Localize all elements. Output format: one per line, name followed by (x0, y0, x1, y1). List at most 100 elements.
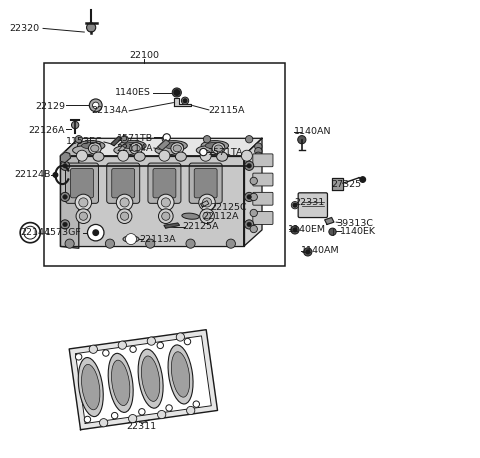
Text: 22114A: 22114A (117, 144, 153, 153)
Text: 22144: 22144 (20, 228, 50, 237)
Circle shape (157, 194, 174, 211)
Circle shape (247, 164, 252, 168)
Circle shape (87, 224, 104, 241)
Circle shape (118, 150, 129, 161)
Ellipse shape (111, 360, 130, 406)
FancyBboxPatch shape (112, 169, 135, 198)
Ellipse shape (182, 213, 199, 219)
Ellipse shape (155, 146, 180, 155)
FancyBboxPatch shape (153, 169, 176, 198)
Circle shape (76, 209, 91, 224)
Polygon shape (69, 330, 217, 430)
Circle shape (129, 414, 137, 423)
Circle shape (125, 234, 136, 245)
Circle shape (199, 194, 215, 211)
Text: 22125A: 22125A (183, 222, 219, 231)
Circle shape (293, 228, 297, 232)
Circle shape (250, 225, 257, 233)
Circle shape (174, 90, 180, 95)
Bar (44, 63, 285, 266)
Circle shape (20, 223, 40, 243)
Circle shape (245, 161, 254, 170)
Circle shape (118, 341, 126, 349)
Circle shape (250, 193, 257, 201)
Circle shape (163, 134, 170, 141)
Polygon shape (60, 138, 79, 248)
Circle shape (162, 136, 169, 143)
Circle shape (247, 195, 252, 199)
Ellipse shape (212, 143, 225, 154)
Ellipse shape (171, 143, 184, 154)
Circle shape (157, 342, 164, 349)
FancyBboxPatch shape (253, 154, 273, 167)
FancyBboxPatch shape (148, 163, 181, 203)
Text: 1140EM: 1140EM (288, 224, 326, 234)
Circle shape (89, 99, 102, 112)
Circle shape (157, 410, 166, 419)
Circle shape (226, 239, 235, 248)
Ellipse shape (142, 356, 160, 401)
Ellipse shape (88, 143, 101, 154)
Ellipse shape (175, 152, 186, 161)
Ellipse shape (171, 352, 190, 397)
Circle shape (304, 248, 312, 256)
Circle shape (245, 136, 253, 143)
Ellipse shape (132, 145, 140, 152)
Circle shape (79, 212, 87, 220)
Ellipse shape (216, 152, 228, 161)
Circle shape (241, 150, 252, 161)
Polygon shape (201, 201, 209, 207)
FancyBboxPatch shape (71, 169, 94, 198)
Circle shape (75, 354, 82, 360)
Circle shape (60, 192, 70, 202)
Circle shape (161, 198, 170, 207)
Circle shape (99, 419, 108, 427)
Circle shape (360, 177, 365, 182)
Ellipse shape (201, 141, 228, 151)
Circle shape (84, 416, 91, 423)
Circle shape (183, 99, 187, 103)
Circle shape (200, 148, 207, 156)
Text: 1140AM: 1140AM (300, 246, 339, 256)
Circle shape (166, 405, 172, 411)
Circle shape (65, 239, 74, 248)
Circle shape (291, 226, 299, 234)
Text: 39313C: 39313C (336, 219, 373, 228)
Ellipse shape (82, 142, 101, 149)
Circle shape (159, 150, 170, 161)
Circle shape (203, 212, 211, 220)
Circle shape (147, 337, 156, 345)
Circle shape (116, 194, 133, 211)
Circle shape (117, 209, 132, 224)
Circle shape (120, 198, 129, 207)
Circle shape (193, 401, 200, 407)
Circle shape (105, 239, 115, 248)
Circle shape (76, 150, 87, 161)
Circle shape (89, 345, 97, 354)
Ellipse shape (123, 142, 142, 149)
Circle shape (79, 198, 88, 207)
Circle shape (86, 23, 96, 32)
Ellipse shape (168, 345, 193, 404)
Circle shape (184, 338, 191, 345)
Circle shape (247, 222, 252, 227)
Circle shape (187, 406, 195, 414)
Ellipse shape (205, 142, 225, 149)
Polygon shape (244, 138, 262, 246)
Text: 1573GF: 1573GF (45, 228, 82, 237)
Polygon shape (111, 136, 122, 146)
Ellipse shape (164, 142, 183, 149)
Circle shape (255, 143, 262, 150)
Circle shape (245, 192, 254, 202)
Circle shape (53, 173, 58, 177)
Text: 1140AN: 1140AN (294, 127, 332, 136)
Circle shape (60, 220, 70, 229)
FancyBboxPatch shape (253, 212, 273, 224)
Ellipse shape (108, 353, 133, 412)
Ellipse shape (215, 145, 223, 152)
Circle shape (111, 412, 118, 419)
Text: 22126A: 22126A (28, 126, 65, 135)
Ellipse shape (130, 143, 143, 154)
Circle shape (186, 239, 195, 248)
Ellipse shape (93, 152, 104, 161)
